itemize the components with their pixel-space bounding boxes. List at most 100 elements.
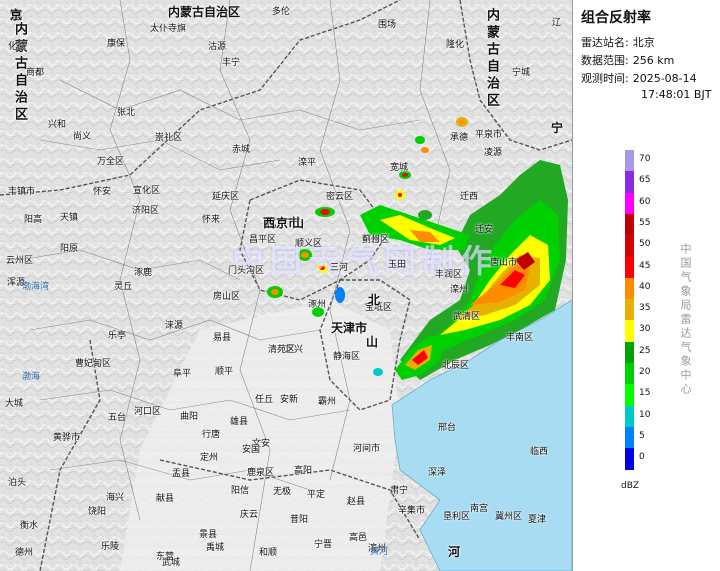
time-clock: 17:48:01 BJT — [641, 88, 712, 101]
place-label: 垦利区 — [443, 512, 471, 522]
bohai-sea — [391, 299, 572, 571]
place-label: 多伦 — [272, 7, 291, 17]
place-label: 延庆区 — [212, 192, 240, 202]
legend-label: 25 — [639, 345, 651, 356]
place-label: 东营 — [156, 552, 175, 562]
radar-echoes — [267, 117, 568, 380]
place-label: 凌源 — [484, 148, 503, 158]
legend-swatch — [625, 341, 634, 364]
place-label: 盂县 — [172, 469, 191, 479]
place-label: 乐亭 — [108, 331, 127, 341]
place-label: 禹城 — [206, 543, 225, 553]
place-label: 围场 — [378, 20, 397, 30]
place-label: 顺平 — [215, 367, 234, 377]
place-label: 定州 — [200, 453, 219, 463]
place-label: 门头沟区 — [228, 266, 265, 276]
place-label: 无极 — [273, 487, 292, 497]
place-label: 浑源 — [7, 278, 26, 288]
place-label: 雄县 — [230, 417, 249, 427]
place-label: 河间市 — [353, 444, 381, 454]
province-boundaries — [0, 0, 572, 571]
legend-label: 0 — [639, 452, 645, 463]
place-label: 迁西 — [460, 192, 479, 202]
legend-swatch — [625, 235, 634, 257]
place-label: 内蒙古自治区 — [168, 5, 241, 19]
legend-label: 30 — [639, 324, 651, 335]
place-label: 定兴 — [285, 345, 304, 355]
place-label: 怀安 — [93, 187, 112, 197]
north-china-plain — [120, 300, 400, 571]
place-label: 北 — [10, 8, 23, 22]
legend-label: 35 — [639, 303, 651, 314]
place-label: 行唐 — [202, 430, 221, 440]
legend-swatch — [625, 150, 634, 172]
place-label: 涿州 — [308, 300, 327, 310]
place-label: 衡水 — [20, 521, 39, 531]
place-label: 内蒙古自治区 — [484, 8, 499, 110]
place-label: 赤城 — [232, 145, 251, 155]
place-label: 乐陵 — [101, 542, 120, 552]
legend-label: 10 — [639, 409, 651, 420]
place-label: 阳高 — [24, 215, 43, 225]
place-label: 昌平区 — [249, 235, 277, 245]
place-label: 献县 — [156, 494, 175, 504]
legend-label: 60 — [639, 196, 651, 207]
legend-label: 65 — [639, 175, 651, 186]
place-label: 宁晋 — [314, 540, 333, 550]
time-label: 观测时间: — [581, 72, 629, 85]
place-label: 太仆寺旗 — [150, 24, 187, 34]
place-label: 北京市 — [264, 216, 301, 230]
place-label: 清苑区 — [268, 345, 296, 355]
place-label: 宣化区 — [133, 186, 161, 196]
legend-swatch — [625, 426, 634, 449]
range-value: 256 km — [632, 54, 675, 67]
place-label: 丰镇市 — [8, 187, 36, 197]
legend-swatch — [625, 448, 634, 470]
place-label: 涞源 — [165, 321, 184, 331]
place-label: 丰宁 — [222, 58, 241, 68]
range-label: 数据范围: — [581, 54, 629, 67]
place-label: 隆化 — [446, 40, 465, 50]
place-label: 山 — [366, 335, 379, 349]
place-label: 临西 — [530, 447, 549, 457]
product-title: 组合反射率 — [581, 10, 651, 26]
place-label: 渤海湾 — [22, 282, 50, 292]
place-label: 饶阳 — [88, 507, 107, 517]
county-boundaries — [19, 0, 451, 571]
station-label: 雷达站名: — [581, 36, 629, 49]
place-label: 南宫 — [470, 504, 489, 514]
place-label: 兴和 — [48, 120, 67, 130]
place-label: 安新 — [280, 395, 299, 405]
place-label: 唐山市 — [490, 258, 518, 268]
station-value: 北京 — [632, 36, 655, 49]
legend-label: 50 — [639, 239, 651, 250]
legend-label: 40 — [639, 281, 651, 292]
place-label: 滦平 — [298, 158, 317, 168]
time-date: 2025-08-14 — [632, 72, 697, 85]
place-label: 玉田 — [388, 260, 407, 270]
place-label: 天 — [10, 8, 23, 22]
place-label: 海兴 — [106, 493, 125, 503]
place-label: 庆云 — [240, 510, 259, 520]
legend-label: 15 — [639, 388, 651, 399]
map-canvas — [0, 0, 572, 571]
place-label: 霸州 — [318, 397, 337, 407]
radar-map[interactable]: 中国天气网制作 内蒙古自治区 多伦 围场 内蒙古自治区辽宁内蒙古自治区 化德 康保 太仆寺旗… — [0, 0, 573, 571]
legend-unit: dBZ — [621, 481, 640, 491]
place-label: 滦州 — [450, 285, 469, 295]
place-label: 顺义区 — [295, 239, 323, 249]
place-label: 山 — [292, 216, 305, 230]
legend-swatch — [625, 256, 634, 279]
legend-swatch — [625, 299, 634, 321]
place-label: 平定 — [307, 490, 326, 500]
place-label: 平泉市 — [475, 130, 503, 140]
place-label: 易县 — [213, 333, 232, 343]
place-label: 任丘 — [255, 395, 274, 405]
place-label: 和顺 — [259, 548, 278, 558]
place-label: 辛集市 — [398, 506, 426, 516]
place-label: 高邑 — [349, 533, 368, 543]
place-label: 邢台 — [438, 423, 457, 433]
legend-swatch — [625, 213, 634, 236]
place-label: 辽 — [552, 18, 562, 28]
